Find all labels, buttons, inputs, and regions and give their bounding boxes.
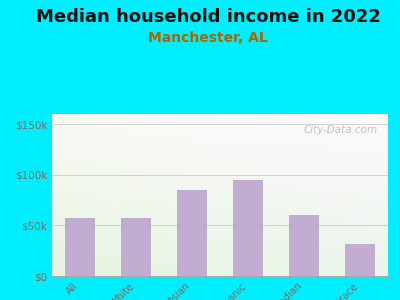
Text: Median household income in 2022: Median household income in 2022 [36, 8, 380, 26]
Bar [177, 190, 208, 276]
Bar [289, 215, 320, 276]
Bar [233, 180, 264, 276]
Bar [344, 244, 375, 276]
Bar [121, 218, 151, 276]
Text: City-Data.com: City-Data.com [304, 125, 378, 135]
Bar [64, 218, 96, 276]
Text: Manchester, AL: Manchester, AL [148, 32, 268, 46]
